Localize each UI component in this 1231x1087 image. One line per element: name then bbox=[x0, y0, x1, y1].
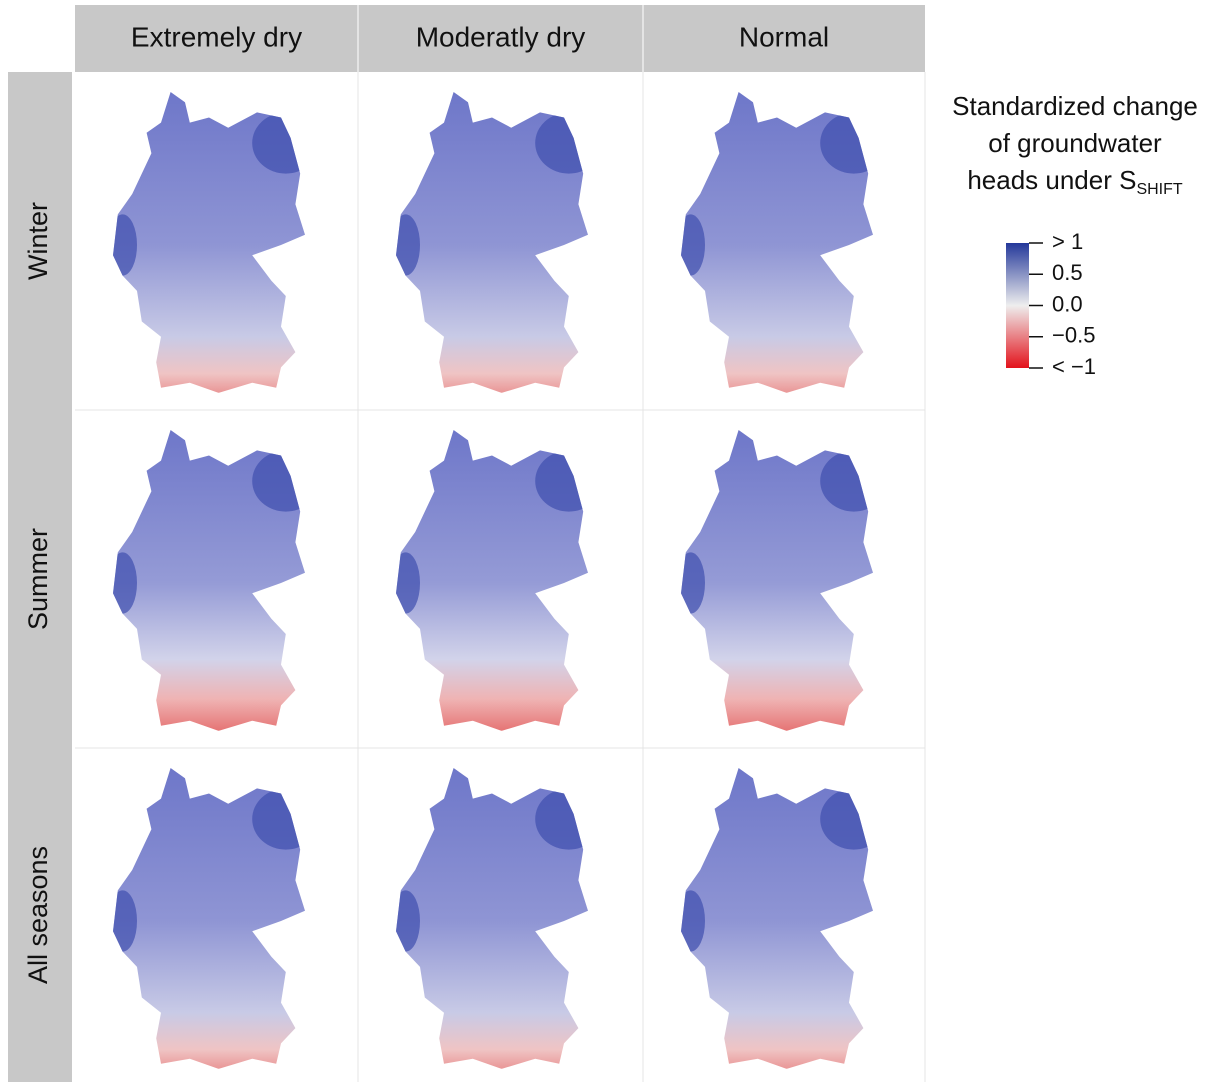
column-header: Normal bbox=[739, 21, 829, 52]
map-panel bbox=[391, 768, 602, 1074]
column-header: Extremely dry bbox=[131, 21, 302, 52]
colorbar-tick-label: −0.5 bbox=[1052, 323, 1095, 348]
legend-title-line: heads under S bbox=[967, 165, 1136, 195]
legend-title-subscript: SHIFT bbox=[1136, 181, 1182, 198]
map-panel bbox=[676, 430, 887, 736]
colorbar-tick-label: 0.5 bbox=[1052, 260, 1083, 285]
legend-title: Standardized change of groundwater heads u… bbox=[952, 91, 1198, 198]
column-header: Moderatly dry bbox=[416, 21, 586, 52]
map-panel bbox=[676, 92, 887, 398]
map-panel bbox=[108, 768, 319, 1074]
map-panel bbox=[108, 92, 319, 398]
colorbar-tick-label: 0.0 bbox=[1052, 291, 1083, 316]
colorbar bbox=[1006, 243, 1029, 368]
row-header: Winter bbox=[23, 202, 53, 280]
map-panel bbox=[391, 430, 602, 736]
map-panel bbox=[108, 430, 319, 736]
row-header: All seasons bbox=[23, 846, 53, 984]
legend-title-line: Standardized change bbox=[952, 91, 1198, 121]
legend-title-line: of groundwater bbox=[988, 128, 1162, 158]
figure: Extremely dry Moderatly dry Normal Winter Su… bbox=[0, 0, 1231, 1082]
map-panel bbox=[391, 92, 602, 398]
colorbar-tick-label: < −1 bbox=[1052, 354, 1096, 379]
colorbar-tick-label: > 1 bbox=[1052, 229, 1083, 254]
map-panel bbox=[676, 768, 887, 1074]
row-header: Summer bbox=[23, 528, 53, 630]
